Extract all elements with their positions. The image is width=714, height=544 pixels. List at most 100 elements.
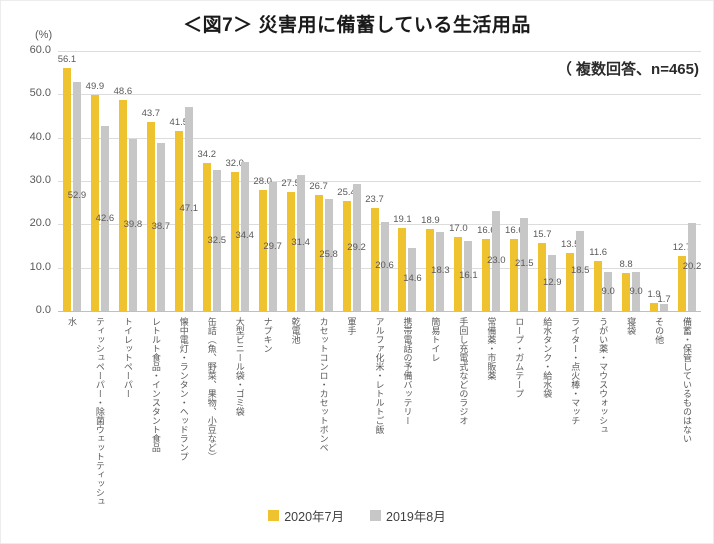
bar-2020 xyxy=(314,195,323,311)
category-label: トイレットペーパー xyxy=(122,317,133,398)
bar-2020 xyxy=(398,228,407,311)
bar-value-label: 17.0 xyxy=(449,223,468,235)
bar-value-label: 18.5 xyxy=(570,264,590,276)
bar-2020 xyxy=(510,239,519,311)
bar-2020 xyxy=(62,67,71,311)
legend-swatch-2020-icon xyxy=(268,510,280,521)
category-label: 軍手 xyxy=(346,317,357,335)
bar-value-label: 52.9 xyxy=(67,190,87,202)
category-label: 簡易トイレ xyxy=(430,317,441,362)
bar-value-label: 38.7 xyxy=(151,221,171,233)
bar-value-label: 32.5 xyxy=(207,234,227,246)
bar-2019 xyxy=(268,182,277,311)
bar-value-label: 49.9 xyxy=(85,80,105,92)
bar-value-label: 20.6 xyxy=(375,260,394,272)
bar-2019 xyxy=(212,170,221,311)
bar-2019 xyxy=(464,241,473,311)
bar-value-label: 29.7 xyxy=(263,240,282,252)
bar-value-label: 26.7 xyxy=(309,181,328,193)
bar-2020 xyxy=(538,242,547,311)
gridline xyxy=(58,94,701,96)
legend-label-2019: 2019年8月 xyxy=(386,510,446,524)
category-label: ティッシュペーパー・除菌ウェットティッシュ xyxy=(94,317,105,506)
bar-2019 xyxy=(436,231,445,311)
bar-value-label: 48.6 xyxy=(113,86,133,98)
bar-value-label: 41.5 xyxy=(169,117,189,129)
bar-value-label: 14.6 xyxy=(403,273,422,285)
legend-item-2020: 2020年7月 xyxy=(268,506,344,525)
category-label: 寝袋 xyxy=(626,317,637,335)
bar-2020 xyxy=(174,131,183,311)
y-tick-label: 40.0 xyxy=(29,130,51,143)
bar-2020 xyxy=(566,252,575,311)
bar-value-label: 20.2 xyxy=(682,261,702,273)
bar-2019 xyxy=(492,211,501,311)
bar-2019 xyxy=(632,272,641,311)
y-tick-label: 60.0 xyxy=(29,44,51,56)
bar-value-label: 23.7 xyxy=(365,194,384,206)
y-axis-unit-label: (%) xyxy=(35,29,53,41)
bar-value-label: 27.5 xyxy=(281,177,300,189)
y-tick-label: 10.0 xyxy=(29,260,51,273)
bar-value-label: 34.2 xyxy=(197,148,217,160)
bar-2019 xyxy=(604,272,613,311)
category-label: ナプキン xyxy=(262,317,273,353)
bar-value-label: 9.0 xyxy=(601,285,615,297)
bar-2020 xyxy=(286,191,295,311)
category-label: うがい薬・マウスウォッシュ xyxy=(598,317,609,434)
bar-2020 xyxy=(90,94,99,311)
bar-value-label: 12.9 xyxy=(542,277,562,289)
bar-value-label: 39.8 xyxy=(123,218,143,230)
bar-2020 xyxy=(678,255,687,311)
bar-2019 xyxy=(688,223,697,311)
y-tick-label: 30.0 xyxy=(29,174,51,186)
bar-value-label: 25.8 xyxy=(319,249,338,261)
chart-title: ＜図7＞ 災害用に備蓄している生活用品 xyxy=(183,15,531,36)
category-label: 備蓄・保管しているものはない xyxy=(682,317,693,443)
y-tick-label: 0.0 xyxy=(35,304,51,316)
gridline xyxy=(58,137,701,139)
bar-value-label: 13.5 xyxy=(560,238,580,250)
category-label: 懐中電灯・ランタン・ヘッドランプ xyxy=(178,317,189,461)
gridline xyxy=(58,181,701,182)
category-label: 常備薬・市販薬 xyxy=(486,317,497,380)
bar-value-label: 31.4 xyxy=(291,236,310,248)
category-label: 携帯電話の予備バッテリー xyxy=(402,317,413,425)
bar-value-label: 34.4 xyxy=(235,230,254,242)
chart-note: （ 複数回答、n=465) xyxy=(556,61,699,78)
bar-2020 xyxy=(454,237,463,311)
bar-value-label: 8.8 xyxy=(619,258,633,270)
bar-value-label: 28.0 xyxy=(253,175,272,187)
bar-value-label: 16.1 xyxy=(459,270,478,282)
bar-value-label: 11.6 xyxy=(589,246,608,258)
bar-2019 xyxy=(408,247,417,311)
category-label: レトルト食品・インスタント食品 xyxy=(150,317,161,452)
bar-2020 xyxy=(650,302,659,311)
bar-value-label: 32.0 xyxy=(225,158,244,170)
bar-2019 xyxy=(660,303,669,311)
x-axis-line xyxy=(58,311,701,312)
bar-2020 xyxy=(622,272,631,311)
bar-2019 xyxy=(548,255,557,311)
category-label: 給水タンク・給水袋 xyxy=(542,317,553,398)
bar-2019 xyxy=(184,106,193,311)
bar-value-label: 9.0 xyxy=(629,285,643,297)
y-tick-label: 20.0 xyxy=(29,217,51,230)
y-tick-label: 50.0 xyxy=(29,87,51,100)
bar-2020 xyxy=(118,100,127,311)
bar-2019 xyxy=(324,199,333,311)
category-label: アルファ化米・レトルトご飯 xyxy=(374,317,385,434)
gridline xyxy=(58,267,701,269)
gridline xyxy=(58,224,701,226)
bar-value-label: 29.2 xyxy=(347,241,366,253)
bar-value-label: 56.1 xyxy=(57,53,77,65)
category-label: 大型ビニール袋・ゴミ袋 xyxy=(234,317,245,416)
category-label: ライター・点火棒・マッチ xyxy=(570,317,581,425)
bar-value-label: 47.1 xyxy=(179,202,199,214)
bar-2019 xyxy=(576,230,585,311)
bar-2020 xyxy=(342,200,351,311)
category-label: 缶詰（魚、野菜、果物、小豆など） xyxy=(206,317,217,461)
bar-value-label: 12.7 xyxy=(672,241,692,253)
